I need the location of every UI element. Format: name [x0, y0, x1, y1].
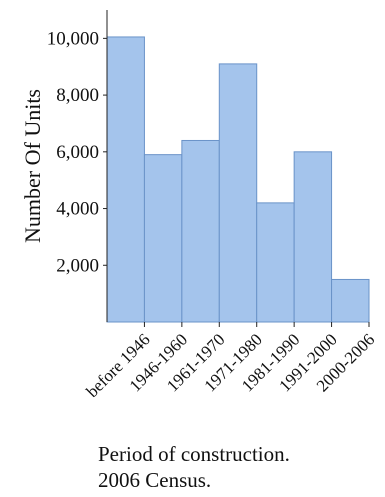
- bars-group: [106, 36, 370, 323]
- bar-3: [181, 139, 220, 323]
- bar-1: [106, 36, 145, 323]
- y-ticks-group: 2,000 4,000 6,000 8,000 10,000: [47, 28, 107, 276]
- bar-2: [143, 154, 183, 323]
- bar-7: [331, 278, 370, 323]
- caption-line-2: 2006 Census.: [98, 468, 212, 492]
- bar-4: [218, 63, 258, 323]
- y-axis-label: Number Of Units: [20, 89, 45, 243]
- y-tick-label: 6,000: [56, 142, 99, 163]
- bar-5: [256, 202, 295, 323]
- y-tick-label: 8,000: [56, 85, 99, 106]
- y-tick-label: 2,000: [56, 255, 99, 276]
- y-tick-label: 10,000: [47, 28, 99, 49]
- histogram-chart: 2,000 4,000 6,000 8,000 10,000 before 194619…: [20, 10, 378, 401]
- y-tick-label: 4,000: [56, 199, 99, 220]
- caption-line-1: Period of construction.: [98, 442, 290, 466]
- x-ticks-group: before 19461946-19601961-19701971-198019…: [83, 322, 378, 401]
- bar-6: [293, 151, 333, 323]
